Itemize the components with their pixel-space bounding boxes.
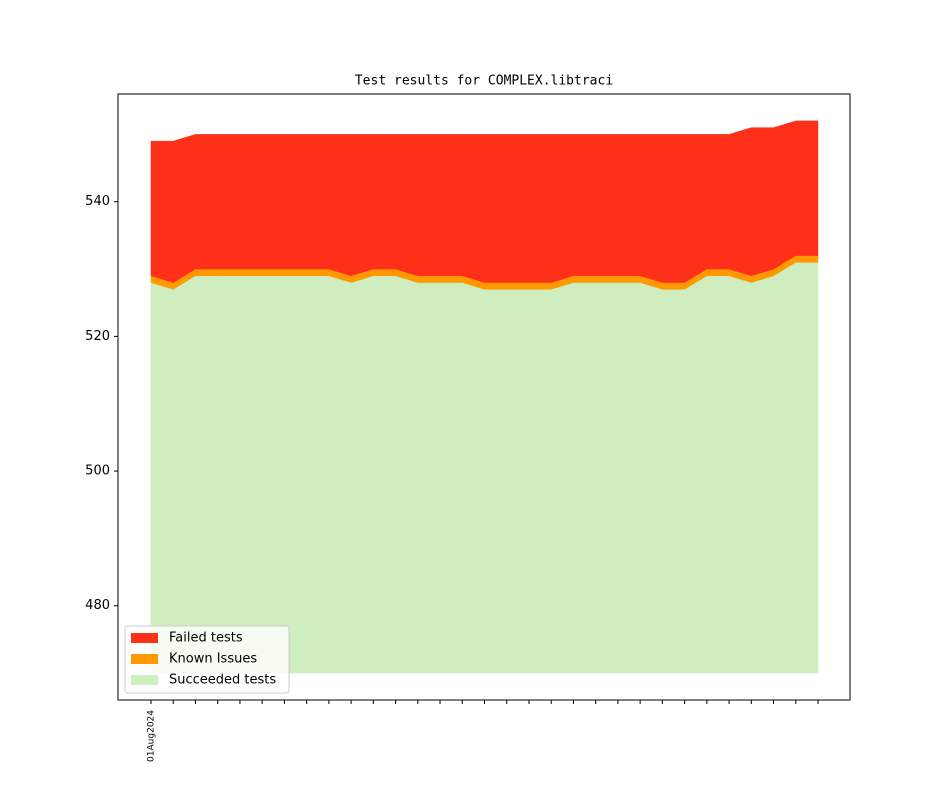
- chart-title: Test results for COMPLEX.libtraci: [355, 74, 613, 89]
- legend-swatch: [131, 633, 158, 643]
- y-tick-label: 520: [85, 329, 110, 344]
- legend-swatch: [131, 654, 158, 664]
- legend-swatch: [131, 675, 158, 685]
- legend-label: Known Issues: [169, 652, 257, 667]
- y-tick-label: 500: [85, 464, 110, 479]
- x-tick-label: 01Aug2024: [147, 710, 157, 762]
- legend-frame: [124, 625, 290, 694]
- y-tick-label: 540: [85, 194, 110, 209]
- area: [150, 120, 819, 283]
- area: [150, 262, 819, 674]
- legend-label: Succeeded tests: [169, 673, 276, 688]
- legend-label: Failed tests: [169, 631, 243, 646]
- legend: Failed tests Known Issues Succeeded tests: [124, 625, 290, 694]
- y-tick-label: 480: [85, 598, 110, 613]
